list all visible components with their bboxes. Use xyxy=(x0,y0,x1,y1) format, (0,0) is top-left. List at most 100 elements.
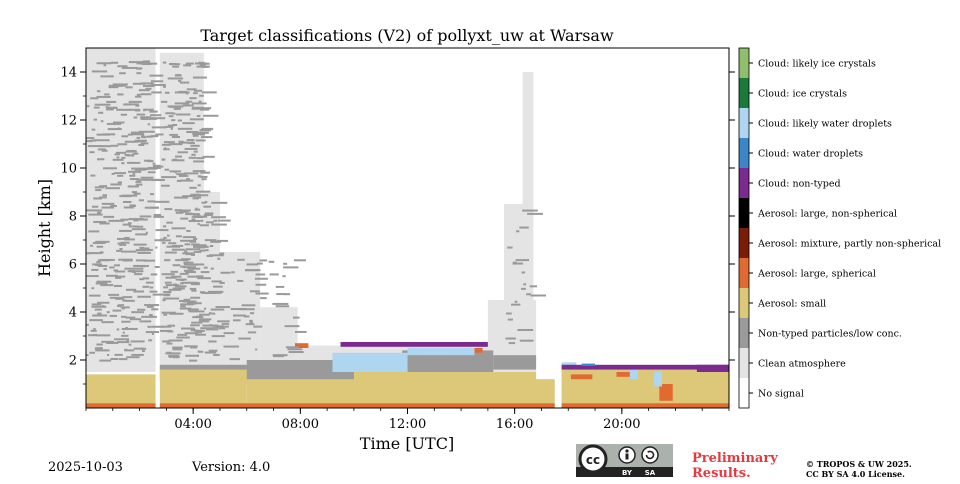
speckle-non-typed xyxy=(145,281,154,284)
speckle-non-typed xyxy=(91,287,95,290)
speckle-non-typed xyxy=(189,240,197,243)
speckle-non-typed xyxy=(133,219,139,222)
speckle-non-typed xyxy=(208,340,217,343)
speckle-non-typed xyxy=(189,97,197,100)
speckle-non-typed xyxy=(207,290,224,293)
speckle-non-typed xyxy=(161,176,177,179)
speckle-non-typed xyxy=(121,66,138,69)
speckle-non-typed xyxy=(110,183,122,186)
speckle-non-typed xyxy=(203,205,212,208)
region-cloud-non-typed xyxy=(561,364,729,370)
speckle-non-typed xyxy=(97,301,110,304)
speckle-non-typed xyxy=(146,135,153,138)
speckle-non-typed xyxy=(90,139,96,142)
speckle-non-typed xyxy=(144,304,160,307)
speckle-non-typed xyxy=(148,248,153,251)
speckle-non-typed xyxy=(187,266,196,269)
speckle-non-typed xyxy=(167,324,176,327)
y-tick-label: 12 xyxy=(60,114,77,129)
speckle-non-typed xyxy=(210,291,222,294)
speckle-non-typed xyxy=(190,329,198,332)
speckle-non-typed xyxy=(88,230,100,233)
speckle-non-typed xyxy=(120,315,127,318)
speckle-non-typed xyxy=(134,225,144,228)
speckle-non-typed xyxy=(184,332,199,335)
speckle-non-typed xyxy=(96,343,103,346)
speckle-non-typed xyxy=(149,110,158,113)
speckle-non-typed xyxy=(95,189,102,192)
speckle-non-typed xyxy=(146,305,154,308)
speckle-non-typed xyxy=(196,331,203,334)
speckle-non-typed xyxy=(99,196,107,199)
speckle-non-typed xyxy=(134,140,146,143)
speckle-non-typed xyxy=(168,288,182,291)
speckle-non-typed xyxy=(284,325,300,328)
speckle-non-typed xyxy=(247,331,257,334)
speckle-non-typed xyxy=(142,60,150,63)
speckle-non-typed xyxy=(527,212,543,215)
speckle-non-typed xyxy=(101,305,105,308)
speckle-non-typed xyxy=(200,327,215,330)
speckle-non-typed xyxy=(203,266,208,269)
speckle-non-typed xyxy=(223,345,239,348)
speckle-non-typed xyxy=(515,259,530,262)
legend-swatch-cloud-likely-water-droplets xyxy=(739,108,749,138)
speckle-non-typed xyxy=(526,293,532,296)
speckle-non-typed xyxy=(134,152,139,155)
speckle-non-typed xyxy=(178,79,182,82)
speckle-non-typed xyxy=(167,234,170,237)
speckle-non-typed xyxy=(180,305,186,308)
speckle-non-typed xyxy=(209,324,213,327)
speckle-non-typed xyxy=(96,95,111,98)
speckle-non-typed xyxy=(122,259,133,262)
speckle-non-typed xyxy=(177,127,193,130)
region-aerosol-large-spherical xyxy=(466,348,483,353)
speckle-non-typed xyxy=(190,193,201,196)
speckle-non-typed xyxy=(163,286,169,289)
footer-date: 2025-10-03 xyxy=(48,460,123,475)
speckle-non-typed xyxy=(164,168,170,171)
speckle-non-typed xyxy=(196,114,201,117)
speckle-non-typed xyxy=(174,102,190,105)
speckle-non-typed xyxy=(193,245,209,248)
speckle-non-typed xyxy=(185,263,199,266)
speckle-non-typed xyxy=(189,310,205,313)
speckle-non-typed xyxy=(96,280,112,283)
speckle-non-typed xyxy=(283,262,288,265)
speckle-non-typed xyxy=(191,321,203,324)
speckle-non-typed xyxy=(145,331,160,334)
speckle-non-typed xyxy=(195,139,206,142)
classification-cells xyxy=(86,60,547,362)
speckle-non-typed xyxy=(185,248,201,251)
speckle-non-typed xyxy=(120,113,128,116)
speckle-non-typed xyxy=(148,339,153,342)
speckle-non-typed xyxy=(93,328,96,331)
speckle-non-typed xyxy=(99,145,112,148)
y-tick-label: 8 xyxy=(69,210,77,225)
speckle-non-typed xyxy=(96,347,103,350)
speckle-non-typed xyxy=(186,139,195,142)
speckle-non-typed xyxy=(130,131,144,134)
speckle-non-typed xyxy=(170,127,173,130)
legend-swatch-no-signal xyxy=(739,378,749,408)
speckle-non-typed xyxy=(136,72,142,75)
speckle-non-typed xyxy=(147,160,154,163)
speckle-non-typed xyxy=(167,124,175,127)
speckle-non-typed xyxy=(99,359,112,362)
legend-label-clean-atmosphere: Clean atmosphere xyxy=(758,359,846,370)
speckle-non-typed xyxy=(192,106,205,109)
speckle-non-typed xyxy=(187,281,197,284)
x-axis-label: Time [UTC] xyxy=(360,434,454,453)
speckle-non-typed xyxy=(172,264,181,267)
speckle-non-typed xyxy=(186,229,191,232)
speckle-non-typed xyxy=(137,295,151,298)
speckle-non-typed xyxy=(255,283,267,286)
speckle-non-typed xyxy=(117,84,127,87)
speckle-non-typed xyxy=(205,328,219,331)
speckle-non-typed xyxy=(112,121,125,124)
speckle-non-typed xyxy=(188,156,193,159)
speckle-non-typed xyxy=(193,244,207,247)
legend-swatch-cloud-likely-ice-crystals xyxy=(739,48,749,78)
speckle-non-typed xyxy=(96,90,101,93)
speckle-non-typed xyxy=(174,74,182,77)
